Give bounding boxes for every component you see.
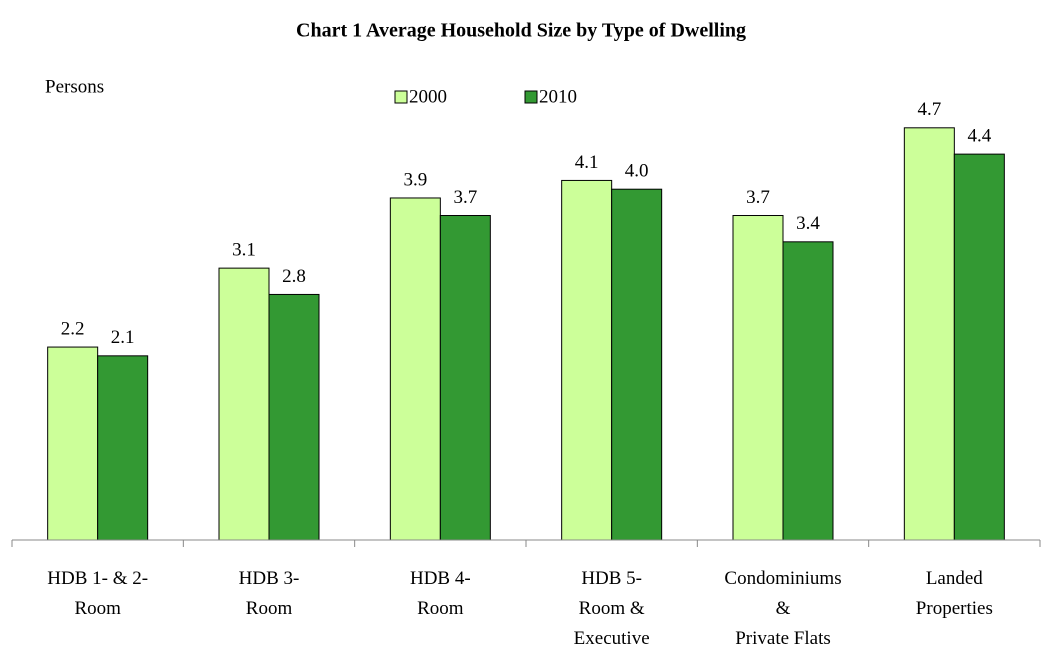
x-tick-label: Condominiums & Private Flats: [724, 568, 841, 649]
y-axis-label: Persons: [45, 76, 104, 97]
legend-swatch: [394, 90, 408, 104]
x-tick-label: HDB 3-Room: [239, 568, 300, 619]
legend-swatch: [524, 90, 538, 104]
bar: [903, 127, 955, 541]
value-label: 4.7: [917, 99, 941, 120]
value-label: 3.4: [796, 213, 820, 234]
bar: [439, 215, 491, 541]
bar: [218, 267, 270, 541]
bar: [389, 197, 441, 541]
value-label: 3.9: [403, 169, 427, 190]
bar: [953, 153, 1005, 541]
legend-label: 2010: [539, 86, 577, 107]
x-tick-label: HDB 5-Room & Executive: [574, 568, 650, 649]
bar: [97, 355, 149, 541]
bar: [732, 215, 784, 541]
value-label: 4.4: [967, 125, 991, 146]
chart-title: Chart 1 Average Household Size by Type o…: [296, 20, 746, 42]
value-label: 2.1: [111, 327, 135, 348]
value-label: 3.7: [453, 187, 477, 208]
x-tick-label: HDB 1- & 2-Room: [47, 568, 148, 619]
value-label: 2.8: [282, 266, 306, 287]
bar: [47, 346, 99, 541]
x-tick-label: Landed Properties: [916, 568, 993, 619]
bar: [611, 188, 663, 541]
value-label: 4.1: [575, 152, 599, 173]
value-label: 2.2: [61, 318, 85, 339]
bar: [268, 293, 320, 541]
legend-label: 2000: [409, 86, 447, 107]
value-label: 3.1: [232, 239, 256, 260]
value-label: 3.7: [746, 187, 770, 208]
value-label: 4.0: [625, 161, 649, 182]
x-tick-label: HDB 4-Room: [410, 568, 471, 619]
bar: [782, 241, 834, 541]
bar: [561, 179, 613, 541]
